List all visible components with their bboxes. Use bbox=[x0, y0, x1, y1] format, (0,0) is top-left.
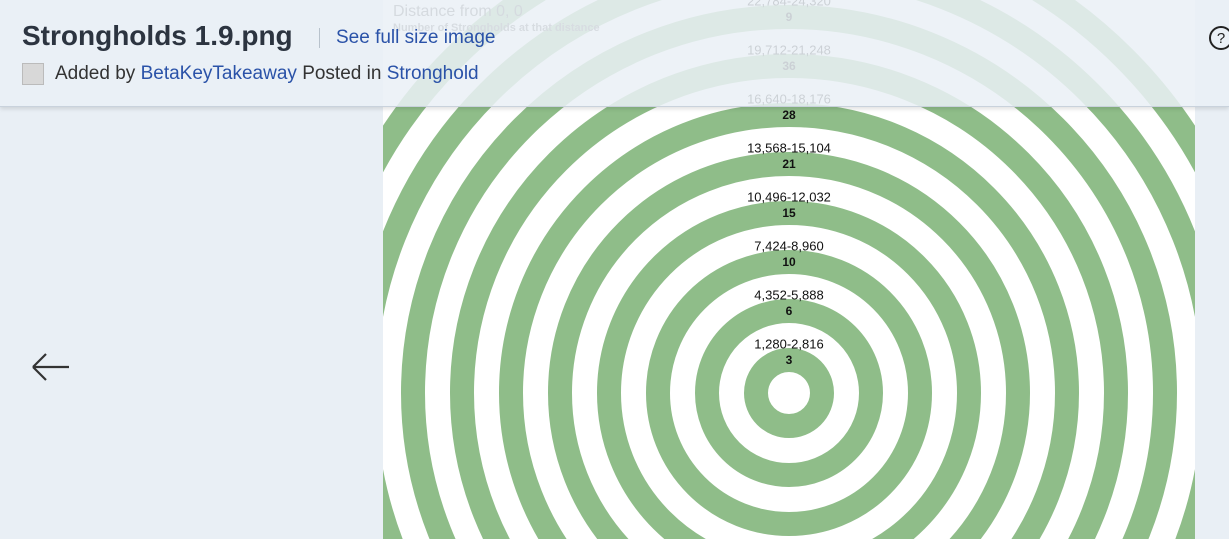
ring bbox=[744, 348, 834, 438]
ring-distance: 4,352-5,888 bbox=[754, 287, 823, 302]
ring-count: 21 bbox=[782, 157, 796, 171]
ring bbox=[695, 299, 883, 487]
added-by: Added by bbox=[55, 63, 136, 84]
byline: Added by BetaKeyTakeaway Posted in Stron… bbox=[55, 63, 479, 85]
ring bbox=[548, 152, 1030, 539]
ring-distance: 13,568-15,104 bbox=[747, 140, 831, 155]
ring-distance: 7,424-8,960 bbox=[754, 238, 823, 253]
separator bbox=[319, 28, 320, 48]
ring-distance: 10,496-12,032 bbox=[747, 189, 831, 204]
prev-arrow[interactable] bbox=[32, 353, 69, 381]
ring bbox=[499, 103, 1079, 539]
ring bbox=[646, 250, 932, 536]
ring-count: 3 bbox=[786, 353, 793, 367]
ring-count: 6 bbox=[786, 304, 793, 318]
svg-text:?: ? bbox=[1217, 30, 1225, 47]
full-size-link[interactable]: See full size image bbox=[336, 27, 496, 48]
file-title: Strongholds 1.9.png bbox=[22, 20, 293, 51]
ring-count: 15 bbox=[782, 206, 796, 220]
user-link[interactable]: BetaKeyTakeaway bbox=[140, 63, 297, 84]
help-icon[interactable]: ? bbox=[1208, 24, 1229, 54]
posted-in: Posted in bbox=[302, 63, 382, 84]
header: Strongholds 1.9.png See full size image … bbox=[0, 0, 1229, 107]
ring bbox=[597, 201, 981, 539]
ring-count: 10 bbox=[782, 255, 796, 269]
avatar bbox=[22, 63, 44, 85]
ring-distance: 1,280-2,816 bbox=[754, 336, 823, 351]
category-link[interactable]: Stronghold bbox=[386, 63, 479, 84]
ring-count: 28 bbox=[782, 108, 796, 122]
